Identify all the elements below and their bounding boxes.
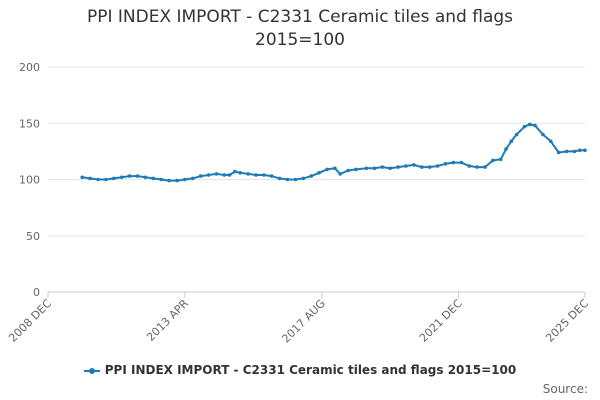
data-point-49 <box>459 160 464 165</box>
chart-title-line-1: PPI INDEX IMPORT - C2331 Ceramic tiles a… <box>86 7 514 27</box>
data-point-58 <box>522 124 527 129</box>
y-tick-label: 50 <box>26 230 40 243</box>
data-point-11 <box>167 178 171 183</box>
data-point-25 <box>269 174 274 178</box>
data-point-17 <box>214 172 219 176</box>
y-tick-label: 0 <box>33 286 40 299</box>
x-tick-label: 2025 DEC <box>543 297 591 345</box>
data-point-35 <box>346 168 350 173</box>
data-point-60 <box>533 123 537 128</box>
data-point-64 <box>564 149 569 154</box>
data-point-15 <box>198 174 203 178</box>
data-point-37 <box>364 166 369 171</box>
data-point-67 <box>583 148 587 153</box>
data-point-53 <box>491 158 495 163</box>
data-point-0 <box>80 175 84 180</box>
series-line-0 <box>82 123 585 182</box>
legend-label: PPI INDEX IMPORT - C2331 Ceramic tiles a… <box>104 363 517 377</box>
data-point-45 <box>427 165 432 169</box>
data-point-27 <box>285 177 290 182</box>
source-label: Source: <box>542 382 588 396</box>
data-point-9 <box>151 176 156 181</box>
data-point-20 <box>233 169 237 174</box>
data-point-39 <box>380 165 385 169</box>
data-point-31 <box>317 171 321 175</box>
data-point-65 <box>572 149 577 154</box>
data-point-43 <box>412 163 416 167</box>
data-point-61 <box>541 132 545 137</box>
data-point-44 <box>420 165 424 169</box>
x-tick-label: 2013 APR <box>144 297 191 344</box>
data-point-7 <box>135 174 140 178</box>
data-point-55 <box>504 147 508 151</box>
data-point-42 <box>404 164 408 168</box>
data-point-21 <box>238 171 242 175</box>
y-tick-label: 100 <box>19 174 40 187</box>
x-axis: 2008 DEC 2013 APR 2017 AUG 2021 DEC 2025 DEC <box>6 292 591 345</box>
data-point-59 <box>527 122 532 127</box>
data-point-12 <box>175 178 179 183</box>
data-point-30 <box>309 174 314 178</box>
data-point-52 <box>483 165 487 169</box>
data-point-54 <box>499 157 503 162</box>
data-point-1 <box>88 176 92 181</box>
data-point-3 <box>104 177 108 182</box>
data-point-41 <box>396 165 400 169</box>
data-point-16 <box>206 173 211 177</box>
data-point-2 <box>96 177 100 182</box>
data-point-46 <box>435 164 440 168</box>
x-tick-label: 2008 DEC <box>6 297 54 345</box>
data-point-47 <box>443 162 448 166</box>
x-tick-label: 2017 AUG <box>279 297 328 346</box>
x-tick-label: 2021 DEC <box>417 297 465 345</box>
chart-title-line-2: 2015=100 <box>255 30 345 50</box>
plot-area <box>80 122 587 183</box>
data-point-22 <box>246 172 250 176</box>
legend-line-icon <box>83 366 100 376</box>
data-point-8 <box>143 175 148 180</box>
data-point-19 <box>227 173 232 177</box>
legend-line-marker <box>88 367 95 374</box>
y-tick-label: 200 <box>19 61 40 74</box>
data-point-62 <box>549 139 553 144</box>
data-point-40 <box>388 166 393 171</box>
data-point-33 <box>333 166 337 171</box>
data-point-51 <box>475 165 479 169</box>
data-point-26 <box>277 176 282 181</box>
chart-title: PPI INDEX IMPORT - C2331 Ceramic tiles a… <box>0 6 600 52</box>
y-tick-label: 150 <box>19 117 40 130</box>
data-point-34 <box>338 172 343 176</box>
data-point-57 <box>514 132 519 137</box>
data-point-66 <box>577 148 582 153</box>
data-point-10 <box>159 177 163 182</box>
data-point-4 <box>112 176 116 181</box>
data-point-63 <box>556 150 561 155</box>
data-point-5 <box>119 175 124 180</box>
data-point-50 <box>467 164 472 168</box>
data-point-36 <box>354 167 358 172</box>
data-point-23 <box>254 173 258 177</box>
data-point-29 <box>301 176 306 181</box>
data-point-32 <box>325 167 329 172</box>
data-point-18 <box>222 173 227 177</box>
data-point-6 <box>127 174 132 178</box>
gridlines <box>48 66 585 293</box>
data-point-56 <box>509 139 514 144</box>
legend[interactable]: PPI INDEX IMPORT - C2331 Ceramic tiles a… <box>0 363 600 377</box>
data-point-48 <box>451 160 456 165</box>
y-axis: 0 50 100 150 200 <box>19 61 40 299</box>
data-point-13 <box>183 177 187 182</box>
data-point-24 <box>262 173 266 177</box>
data-point-38 <box>372 166 377 171</box>
data-point-14 <box>191 176 195 181</box>
data-point-28 <box>293 177 298 182</box>
